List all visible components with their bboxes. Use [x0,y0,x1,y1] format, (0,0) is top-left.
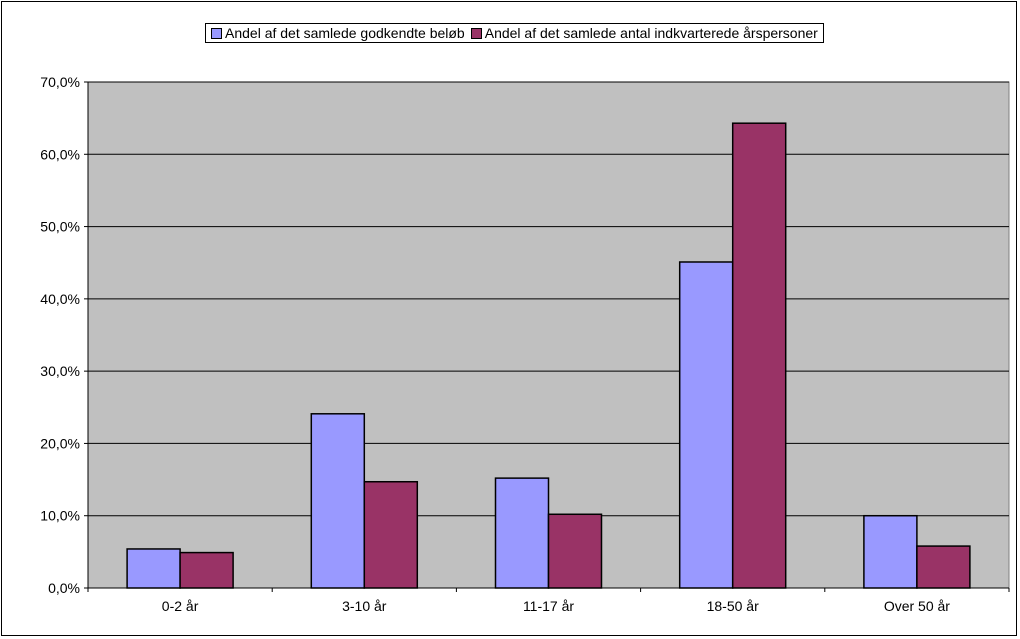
bar-series-2 [363,480,419,589]
y-tick-label: 30,0% [40,363,80,379]
y-tick-label: 50,0% [40,219,80,235]
y-tick-label: 60,0% [40,146,80,162]
x-tick-label: 0-2 år [162,598,199,614]
y-tick-label: 20,0% [40,435,80,451]
bar-series-2 [916,545,971,589]
legend-item-series-1: Andel af det samlede godkendte beløb [211,25,465,41]
bar-series-2 [547,513,603,589]
bar-series-2 [731,122,787,589]
axes [87,82,1009,589]
bar-series-1 [310,413,366,589]
gridlines [88,81,1009,517]
legend-item-series-2: Andel af det samlede antal indkvarterede… [470,25,818,41]
legend-label-series-1: Andel af det samlede godkendte beløb [225,25,465,41]
legend-label-series-2: Andel af det samlede antal indkvarterede… [484,25,818,41]
legend-swatch-series-1 [211,27,222,39]
x-tick-label: 18-50 år [707,598,759,614]
x-tick-label: 11-17 år [523,598,574,614]
x-axis-ticks: 0-2 år 3-10 år 11-17 år 18-50 år Over 50 år [87,588,1010,614]
y-axis-ticks: 0,0% 10,0% 20,0% 30,0% 40,0% 50,0% 60,0% 70,0% [40,74,88,596]
y-tick-label: 70,0% [40,74,80,90]
bars [126,122,971,589]
x-tick-label: Over 50 år [884,598,950,614]
y-tick-label: 10,0% [40,508,80,524]
bar-series-2 [179,551,234,589]
bar-series-1 [494,477,550,589]
legend: Andel af det samlede godkendte beløb And… [205,23,824,43]
bar-series-1 [678,261,734,589]
bar-series-1 [126,548,181,589]
bar-series-1 [863,514,918,589]
x-tick-label: 3-10 år [342,598,387,614]
legend-swatch-series-2 [470,27,482,39]
y-tick-label: 40,0% [40,291,80,307]
y-tick-label: 0,0% [48,580,80,596]
